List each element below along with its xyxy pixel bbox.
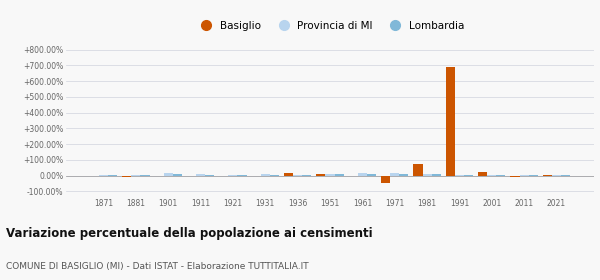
Bar xyxy=(446,67,455,176)
Bar xyxy=(487,175,496,176)
Bar xyxy=(367,174,376,176)
Bar xyxy=(270,175,279,176)
Bar xyxy=(529,175,538,176)
Bar xyxy=(478,172,487,176)
Bar xyxy=(173,174,182,176)
Bar xyxy=(164,173,173,176)
Bar xyxy=(229,175,238,176)
Bar xyxy=(511,176,520,177)
Bar xyxy=(422,174,431,176)
Bar xyxy=(302,175,311,176)
Bar xyxy=(99,175,108,176)
Bar xyxy=(293,175,302,176)
Bar xyxy=(238,175,247,176)
Bar xyxy=(455,175,464,176)
Bar xyxy=(335,174,344,176)
Bar xyxy=(496,175,505,176)
Bar xyxy=(552,175,561,176)
Bar xyxy=(261,174,270,176)
Bar xyxy=(196,174,205,176)
Bar xyxy=(543,175,552,176)
Bar xyxy=(561,175,570,176)
Bar xyxy=(131,175,140,176)
Legend: Basiglio, Provincia di MI, Lombardia: Basiglio, Provincia di MI, Lombardia xyxy=(191,17,469,35)
Bar xyxy=(205,175,214,176)
Bar xyxy=(325,174,335,176)
Bar xyxy=(413,164,422,176)
Bar xyxy=(381,176,390,183)
Bar xyxy=(140,175,149,176)
Bar xyxy=(431,174,440,176)
Bar xyxy=(108,175,117,176)
Text: COMUNE DI BASIGLIO (MI) - Dati ISTAT - Elaborazione TUTTITALIA.IT: COMUNE DI BASIGLIO (MI) - Dati ISTAT - E… xyxy=(6,262,308,271)
Text: Variazione percentuale della popolazione ai censimenti: Variazione percentuale della popolazione… xyxy=(6,227,373,240)
Bar xyxy=(284,173,293,176)
Bar xyxy=(399,174,408,176)
Bar xyxy=(520,175,529,176)
Bar xyxy=(358,173,367,176)
Bar xyxy=(390,173,399,176)
Bar xyxy=(316,174,325,176)
Bar xyxy=(122,176,131,177)
